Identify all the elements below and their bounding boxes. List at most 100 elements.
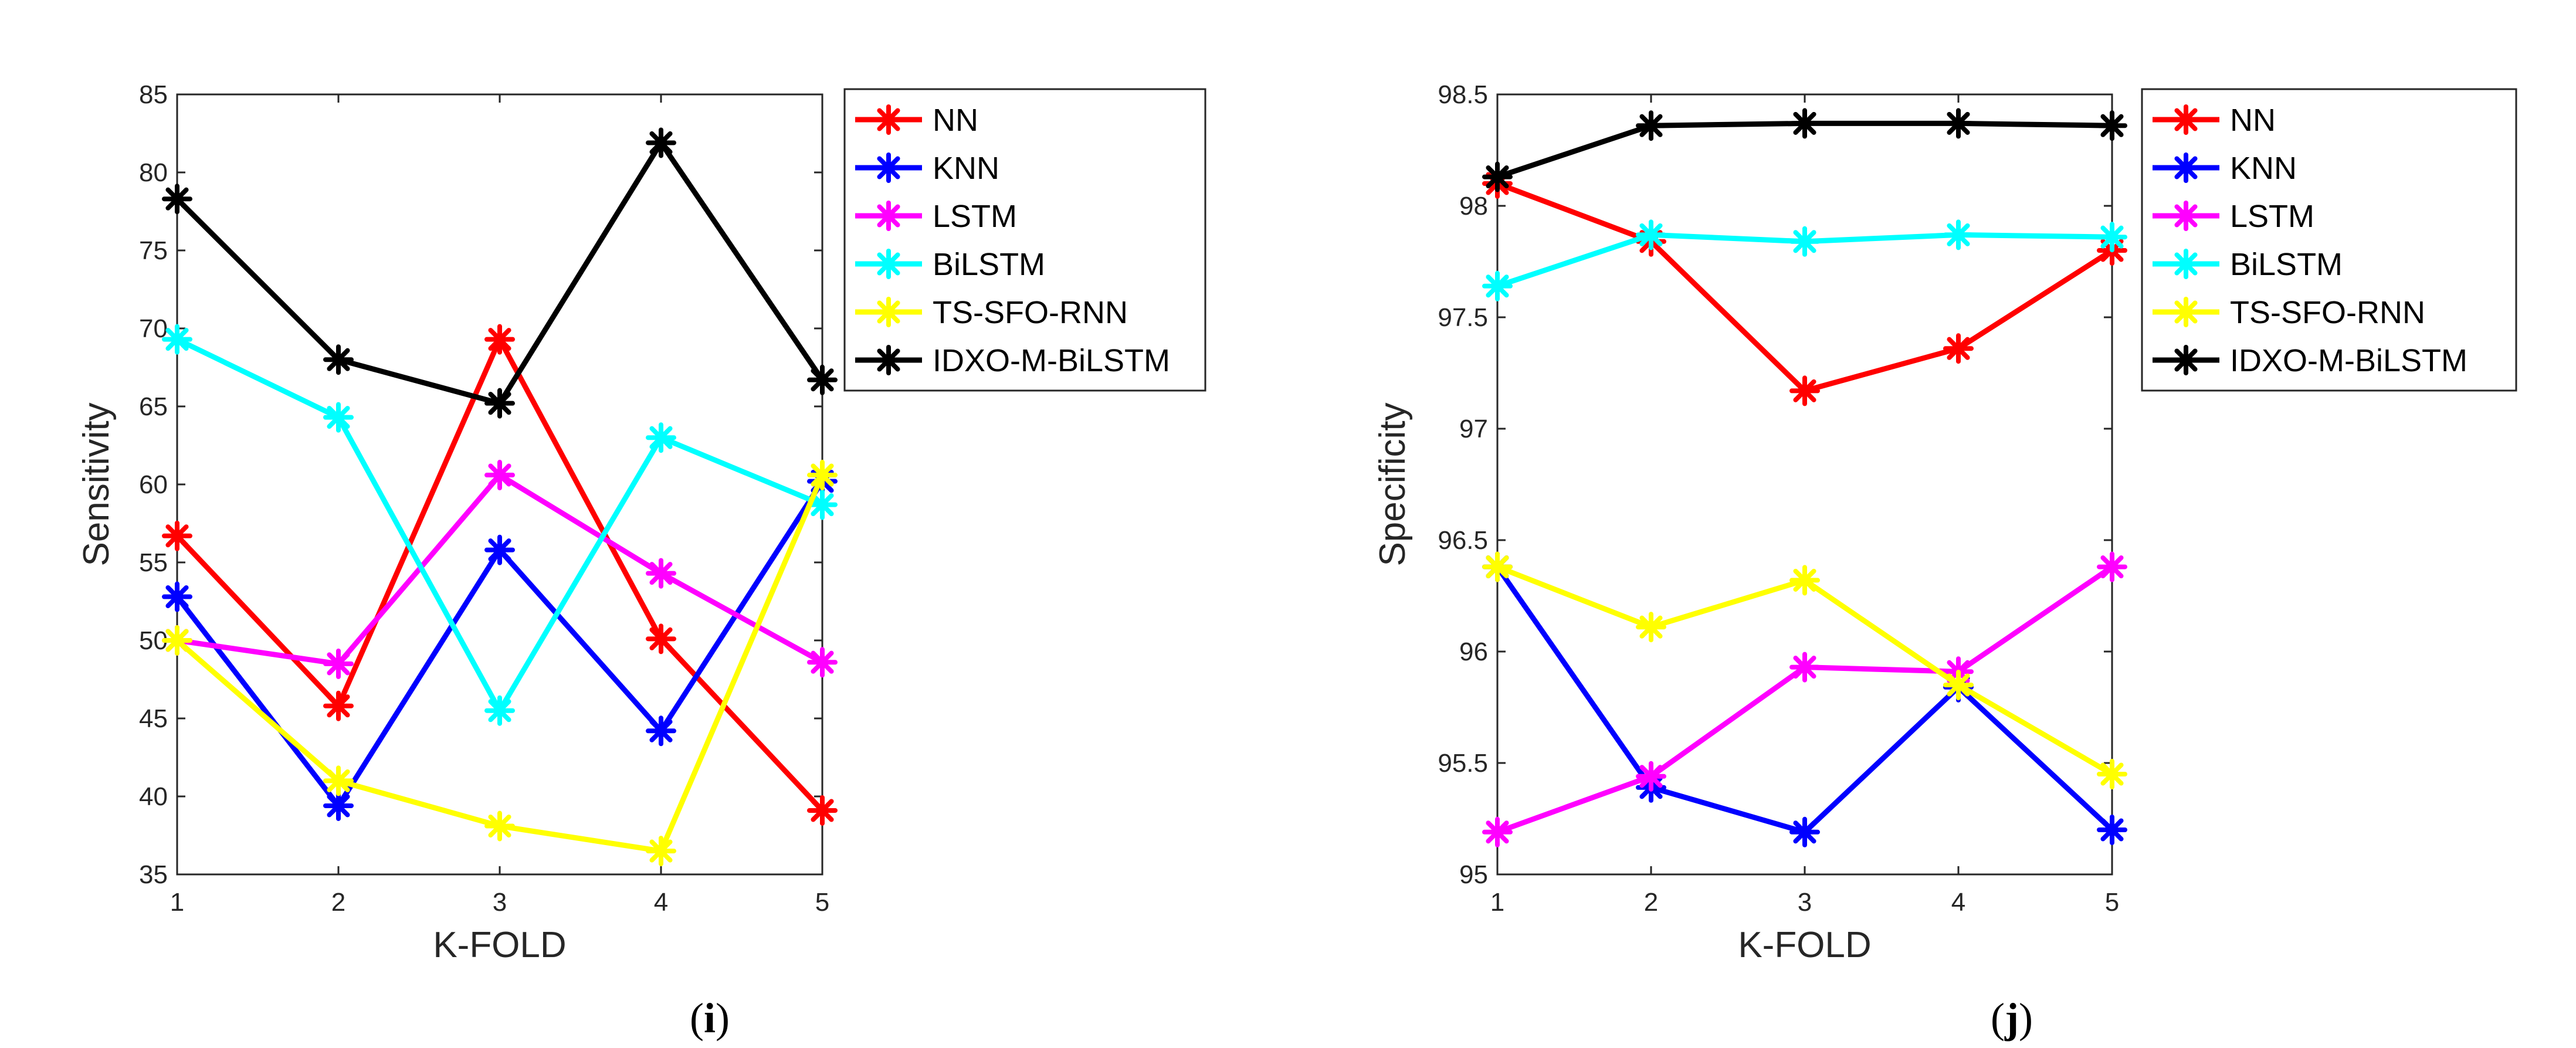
data-point-nn [323, 690, 354, 721]
y-tick-label: 40 [139, 782, 168, 811]
x-tick-label: 3 [1798, 888, 1812, 917]
x-tick-label: 5 [815, 888, 829, 917]
data-point-knn [1789, 816, 1820, 847]
legend-entry-lstm: LSTM [933, 199, 1017, 234]
legend-swatch-marker [873, 152, 904, 183]
legend-swatch-marker [873, 345, 904, 375]
data-point-nn [646, 623, 676, 654]
x-axis-title: K-FOLD [1738, 925, 1871, 965]
plot-area-frame [1496, 93, 2113, 876]
y-tick-label: 75 [139, 236, 168, 265]
panel-label: (j) [1991, 995, 2033, 1042]
y-tick-label: 45 [139, 704, 168, 733]
y-tick-label: 95 [1459, 860, 1488, 889]
x-tick-label: 4 [1951, 888, 1965, 917]
data-point-bilstm [1943, 219, 1974, 250]
x-tick-label: 1 [1490, 888, 1504, 917]
legend-swatch-marker [873, 249, 904, 279]
x-ticks: 1 2 3 4 5 [1490, 94, 2119, 917]
data-point-ts-sfo-rnn [484, 810, 515, 842]
legend-entry-bilstm: BiLSTM [2230, 247, 2343, 282]
y-axis-title: Specificity [1372, 402, 1413, 566]
legend-entry-bilstm: BiLSTM [933, 247, 1045, 282]
legend: NN KNN LSTM BiLSTM TS-SFO-RNN IDXO-M-BiLSTM [2141, 88, 2517, 392]
data-point-knn [323, 790, 354, 821]
legend-entry-knn: KNN [933, 151, 999, 186]
data-point-knn [484, 534, 515, 565]
y-tick-label: 55 [139, 548, 168, 577]
data-point-idxo-m-bilstm [646, 127, 676, 158]
data-point-idxo-m-bilstm [323, 344, 354, 375]
data-point-lstm [646, 558, 676, 589]
x-tick-label: 5 [2105, 888, 2119, 917]
data-point-idxo-m-bilstm [807, 364, 838, 395]
data-point-nn [1943, 333, 1974, 364]
data-point-lstm [1482, 816, 1513, 847]
panel-specificity: 95 95.5 96 96.5 97 97.5 98 98.5 1 2 3 4 5 Specifici… [1372, 80, 2517, 1042]
data-point-nn [484, 324, 515, 355]
series-lines [162, 127, 838, 867]
legend-entry-idxo-m-bilstm: IDXO-M-BiLSTM [2230, 343, 2467, 378]
legend-entry-idxo-m-bilstm: IDXO-M-BiLSTM [933, 343, 1170, 378]
data-point-knn [2097, 815, 2127, 845]
legend-swatch-marker [2171, 345, 2201, 375]
data-point-idxo-m-bilstm [162, 184, 192, 215]
panel-label: (i) [690, 995, 730, 1042]
legend-entry-ts-sfo-rnn: TS-SFO-RNN [2230, 295, 2425, 330]
data-point-lstm [484, 460, 515, 491]
data-point-idxo-m-bilstm [1943, 108, 1974, 139]
legend-swatch-marker [2171, 152, 2201, 183]
series-lines [1482, 108, 2127, 847]
data-point-idxo-m-bilstm [1789, 108, 1820, 139]
data-point-ts-sfo-rnn [2097, 759, 2127, 789]
y-tick-label: 85 [139, 80, 168, 109]
data-point-knn [646, 715, 676, 747]
data-point-bilstm [646, 422, 676, 453]
legend-swatch-marker [873, 104, 904, 135]
data-point-lstm [2097, 551, 2127, 582]
data-point-bilstm [807, 489, 838, 520]
legend-entry-knn: KNN [2230, 151, 2297, 186]
data-point-bilstm [1789, 226, 1820, 257]
legend-entry-nn: NN [2230, 103, 2276, 138]
data-point-ts-sfo-rnn [1482, 551, 1513, 582]
data-point-ts-sfo-rnn [1789, 565, 1820, 596]
legend-swatch-marker [2171, 297, 2201, 327]
data-point-ts-sfo-rnn [1636, 612, 1666, 643]
y-tick-label: 98.5 [1438, 80, 1488, 109]
legend-entry-lstm: LSTM [2230, 199, 2314, 234]
data-point-ts-sfo-rnn [323, 765, 354, 796]
y-ticks: 95 95.5 96 96.5 97 97.5 98 98.5 [1438, 80, 2112, 889]
x-tick-label: 2 [331, 888, 345, 917]
y-tick-label: 60 [139, 470, 168, 499]
legend-entry-nn: NN [933, 103, 978, 138]
data-point-ts-sfo-rnn [646, 836, 676, 867]
legend-box [2141, 88, 2517, 392]
data-point-nn [1789, 375, 1820, 406]
data-point-lstm [1789, 652, 1820, 683]
x-tick-label: 3 [493, 888, 507, 917]
data-point-idxo-m-bilstm [1636, 110, 1666, 141]
data-point-bilstm [323, 402, 354, 433]
x-tick-label: 4 [654, 888, 668, 917]
data-point-ts-sfo-rnn [162, 625, 192, 656]
x-tick-label: 1 [170, 888, 184, 917]
legend-swatch-marker [2171, 249, 2201, 279]
y-axis-title: Sensitivity [76, 402, 117, 566]
legend-swatch-marker [873, 201, 904, 231]
data-point-bilstm [162, 324, 192, 355]
data-point-lstm [807, 647, 838, 678]
y-tick-label: 98 [1459, 192, 1488, 221]
y-tick-label: 96.5 [1438, 526, 1488, 555]
y-tick-label: 80 [139, 158, 168, 187]
x-tick-label: 2 [1644, 888, 1658, 917]
y-tick-label: 65 [139, 392, 168, 421]
data-point-ts-sfo-rnn [1943, 670, 1974, 700]
data-point-bilstm [1482, 270, 1513, 301]
legend-swatch-marker [873, 297, 904, 327]
legend-entry-ts-sfo-rnn: TS-SFO-RNN [933, 295, 1128, 330]
y-tick-label: 95.5 [1438, 749, 1488, 778]
